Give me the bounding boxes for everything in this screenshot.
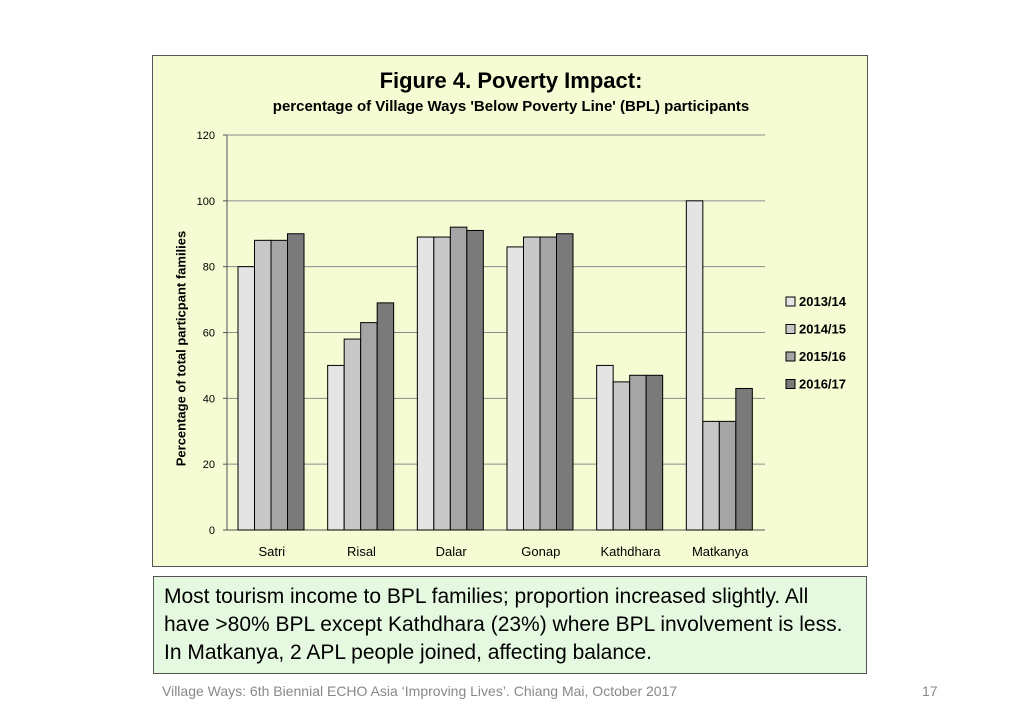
bar <box>506 246 524 531</box>
bar <box>376 302 395 531</box>
bar <box>433 236 451 531</box>
x-tick-label: Satri <box>258 544 285 559</box>
bar <box>629 374 647 531</box>
bar-chart: 0 20 40 60 80 100 120 Satri Risal Dalar Gonap Kathd… <box>197 130 847 559</box>
x-tick-label: Risal <box>347 544 376 559</box>
bar <box>702 420 720 531</box>
bar <box>523 236 541 531</box>
chart-subtitle: percentage of Village Ways 'Below Povert… <box>272 98 750 115</box>
y-tick-label: 100 <box>197 196 215 208</box>
note-line: have >80% BPL except Kathdhara (23%) whe… <box>164 613 843 636</box>
x-tick-label: Dalar <box>436 544 468 559</box>
note-line: In Matkanya, 2 APL people joined, affect… <box>164 641 653 664</box>
legend-label: 2014/15 <box>799 322 846 337</box>
bar <box>612 381 631 531</box>
bar <box>685 200 704 531</box>
y-tick-label: 20 <box>203 459 215 471</box>
x-tick-label: Gonap <box>521 544 560 559</box>
bar <box>270 239 288 531</box>
y-tick-label: 60 <box>203 328 215 340</box>
chart-title: Figure 4. Poverty Impact: <box>379 68 643 93</box>
y-tick-label: 40 <box>203 393 215 405</box>
bar <box>718 420 737 531</box>
legend-label: 2015/16 <box>799 349 846 364</box>
y-tick-label: 80 <box>203 262 215 274</box>
legend-label: 2013/14 <box>799 294 847 309</box>
bar <box>449 226 468 531</box>
bar <box>327 364 345 531</box>
bar <box>556 233 574 531</box>
bar <box>466 229 484 531</box>
legend-label: 2016/17 <box>799 377 846 392</box>
page-number: 17 <box>922 683 938 699</box>
y-tick-label: 120 <box>197 130 215 142</box>
chart-panel: Figure 4. Poverty Impact: percentage of … <box>152 55 868 567</box>
x-tick-label: Kathdhara <box>601 544 662 559</box>
bar <box>343 338 362 531</box>
bar <box>416 236 435 531</box>
bar <box>596 364 614 531</box>
legend-swatch <box>785 379 796 389</box>
bar <box>287 233 305 531</box>
bar <box>539 236 557 531</box>
bar <box>237 266 255 531</box>
legend-swatch <box>785 324 796 334</box>
y-tick-label: 0 <box>209 525 215 537</box>
footer-text: Village Ways: 6th Biennial ECHO Asia ‘Im… <box>162 683 678 699</box>
bar <box>360 322 378 531</box>
summary-note: Most tourism income to BPL families; pro… <box>153 576 867 674</box>
note-line: Most tourism income to BPL families; pro… <box>164 585 809 608</box>
x-tick-label: Matkanya <box>692 544 749 559</box>
legend-swatch <box>785 351 796 362</box>
bar <box>645 374 664 531</box>
bar <box>254 239 272 531</box>
bar <box>735 387 753 531</box>
legend-swatch <box>785 296 796 307</box>
